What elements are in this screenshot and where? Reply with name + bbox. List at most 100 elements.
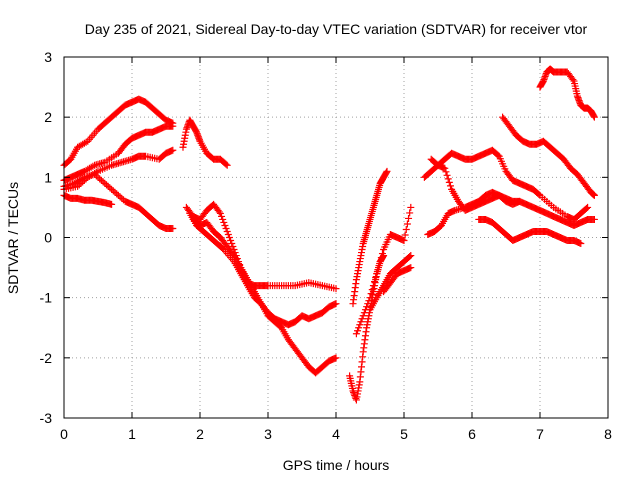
data-point-marker <box>111 188 119 196</box>
data-point-marker <box>401 231 409 239</box>
series-track-3 <box>60 95 177 169</box>
data-point-marker <box>357 318 365 326</box>
data-point-marker <box>443 171 451 179</box>
data-point-marker <box>108 185 116 193</box>
series-track-18 <box>499 113 598 199</box>
data-point-marker <box>92 172 100 180</box>
data-point-marker <box>114 191 122 199</box>
data-point-marker <box>99 178 107 186</box>
series-track-7 <box>182 200 340 293</box>
data-point-marker <box>109 187 117 195</box>
series-track-6 <box>179 116 231 169</box>
y-tick-label: -1 <box>40 290 53 306</box>
series-track-16 <box>424 188 598 238</box>
data-point-marker <box>227 237 235 245</box>
data-point-marker <box>360 309 368 317</box>
series-track-10 <box>346 252 388 404</box>
data-point-marker <box>222 224 230 232</box>
data-point-marker <box>332 300 340 308</box>
data-point-marker <box>371 278 379 286</box>
data-point-marker <box>79 174 87 182</box>
data-point-marker <box>369 282 377 290</box>
data-point-marker <box>400 237 408 245</box>
series-track-12 <box>352 203 415 338</box>
data-point-marker <box>104 182 112 190</box>
y-tick-label: -2 <box>40 350 53 366</box>
x-tick-label: 7 <box>536 426 544 442</box>
series-track-5 <box>60 170 177 232</box>
data-point-marker <box>223 161 231 169</box>
data-point-marker <box>405 214 413 222</box>
data-point-marker <box>590 191 598 199</box>
series-track-9 <box>189 215 340 377</box>
data-point-marker <box>407 264 415 272</box>
data-point-marker <box>372 274 380 282</box>
data-point-marker <box>444 175 452 183</box>
data-point-marker <box>356 321 364 329</box>
series-track-1 <box>60 191 116 208</box>
data-point-marker <box>116 193 124 201</box>
data-point-marker <box>169 122 177 130</box>
data-point-marker <box>106 184 114 192</box>
data-point-marker <box>584 203 592 211</box>
data-point-marker <box>108 200 116 208</box>
data-point-marker <box>228 240 236 248</box>
x-axis-label: GPS time / hours <box>283 457 390 473</box>
data-point-marker <box>402 225 410 233</box>
y-axis-label: SDTVAR / TECUs <box>5 182 21 294</box>
y-tick-label: 1 <box>44 169 52 185</box>
data-point-marker <box>407 203 415 211</box>
data-point-marker <box>354 327 362 335</box>
data-point-marker <box>359 312 367 320</box>
series-track-20 <box>536 65 598 121</box>
data-point-marker <box>216 209 224 217</box>
x-tick-label: 8 <box>604 426 612 442</box>
data-point-marker <box>582 204 590 212</box>
data-points-layer <box>60 65 598 404</box>
data-point-marker <box>365 297 373 305</box>
x-tick-label: 6 <box>468 426 476 442</box>
data-point-marker <box>222 160 230 168</box>
data-point-marker <box>223 227 231 235</box>
series-track-19 <box>475 215 585 248</box>
data-point-marker <box>332 354 340 362</box>
data-point-marker <box>219 215 227 223</box>
data-point-marker <box>355 324 363 332</box>
series-track-11 <box>349 167 391 308</box>
data-point-marker <box>218 212 226 220</box>
y-tick-label: 0 <box>44 230 52 246</box>
series-track-4 <box>60 122 177 184</box>
data-point-marker <box>368 286 376 294</box>
data-point-marker <box>363 303 371 311</box>
data-point-marker <box>494 151 502 159</box>
data-point-marker <box>378 250 386 258</box>
x-tick-label: 0 <box>60 426 68 442</box>
data-point-marker <box>103 181 110 189</box>
y-tick-label: 2 <box>44 109 52 125</box>
data-point-marker <box>406 209 414 217</box>
data-point-marker <box>224 230 232 238</box>
data-point-marker <box>82 138 90 146</box>
data-point-marker <box>225 234 233 241</box>
data-point-marker <box>101 179 109 187</box>
data-point-marker <box>229 250 237 258</box>
data-point-marker <box>169 146 177 154</box>
data-point-marker <box>569 76 577 84</box>
data-point-marker <box>577 240 585 248</box>
data-point-marker <box>97 176 105 184</box>
data-point-marker <box>441 164 449 172</box>
data-point-marker <box>375 262 383 270</box>
data-point-marker <box>352 330 360 338</box>
data-point-marker <box>118 194 126 202</box>
data-point-marker <box>169 224 177 232</box>
data-point-marker <box>516 197 524 205</box>
chart-title: Day 235 of 2021, Sidereal Day-to-day VTE… <box>85 21 588 37</box>
data-point-marker <box>358 315 366 323</box>
data-point-marker <box>367 290 375 298</box>
data-point-marker <box>445 178 453 186</box>
ticks-layer: 0 1 2 3 4 5 6 7 8 -3 -2 -1 0 1 2 3 <box>40 49 613 442</box>
y-tick-label: -3 <box>40 410 53 426</box>
x-tick-label: 2 <box>196 426 204 442</box>
data-point-marker <box>590 215 598 223</box>
y-tick-label: 3 <box>44 49 52 65</box>
